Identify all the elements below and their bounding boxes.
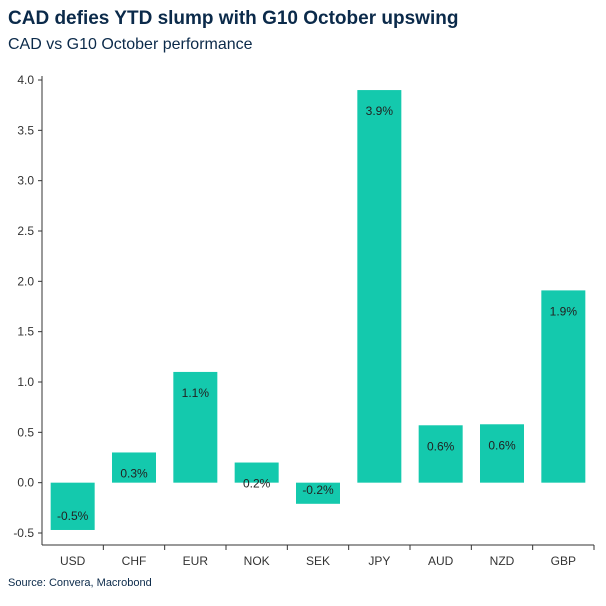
x-tick-label: JPY: [368, 554, 390, 568]
x-tick-label: USD: [60, 554, 86, 568]
bar-aud: [418, 425, 463, 483]
data-label: -0.5%: [57, 509, 89, 523]
chart-bars: [50, 90, 586, 530]
bar-sek: [296, 482, 340, 504]
bar-chf: [112, 452, 156, 483]
data-label: 3.9%: [366, 104, 394, 118]
x-tick-label: SEK: [306, 554, 330, 568]
data-label: 0.6%: [488, 438, 516, 452]
x-tick-label: CHF: [122, 554, 147, 568]
x-tick-label: NZD: [490, 554, 515, 568]
data-label: -0.2%: [302, 483, 334, 497]
data-label: 1.9%: [550, 304, 578, 318]
bar-gbp: [541, 290, 586, 483]
chart-data-labels: -0.5% 0.3% 1.1% 0.2% -0.2% 3.9% 0.6% 0.6% 1.9%: [57, 104, 577, 523]
y-tick-label: 3.5: [17, 123, 34, 137]
y-tick-label: 4.0: [17, 73, 34, 87]
chart-subtitle: CAD vs G10 October performance: [8, 36, 253, 53]
x-tick-label: GBP: [551, 554, 576, 568]
y-tick-label: 0.0: [17, 476, 34, 490]
data-label: 1.1%: [182, 386, 210, 400]
y-tick-label: 1.0: [17, 375, 34, 389]
chart-source: Source: Convera, Macrobond: [8, 577, 152, 589]
chart-title: CAD defies YTD slump with G10 October up…: [8, 8, 459, 29]
bar-jpy: [357, 90, 402, 483]
y-tick-label: 2.0: [17, 274, 34, 288]
data-label: 0.6%: [427, 439, 455, 453]
chart-axes: 4.0 3.5 3.0 2.5 2.0 1.5 1.0 0.5 0.0 -0.5 USD CHF EUR…: [13, 73, 595, 568]
bar-eur: [173, 371, 218, 483]
x-tick-label: EUR: [183, 554, 209, 568]
y-tick-label: -0.5: [13, 526, 34, 540]
data-label: 0.2%: [243, 477, 271, 491]
y-tick-label: 2.5: [17, 224, 34, 238]
data-label: 0.3%: [120, 466, 148, 480]
y-tick-label: 1.5: [17, 325, 34, 339]
x-tick-label: NOK: [244, 554, 270, 568]
bar-nok: [234, 462, 279, 483]
bar-nzd: [480, 424, 524, 483]
y-tick-label: 0.5: [17, 425, 34, 439]
bar-usd: [50, 482, 95, 530]
x-tick-label: AUD: [428, 554, 454, 568]
y-tick-label: 3.0: [17, 174, 34, 188]
